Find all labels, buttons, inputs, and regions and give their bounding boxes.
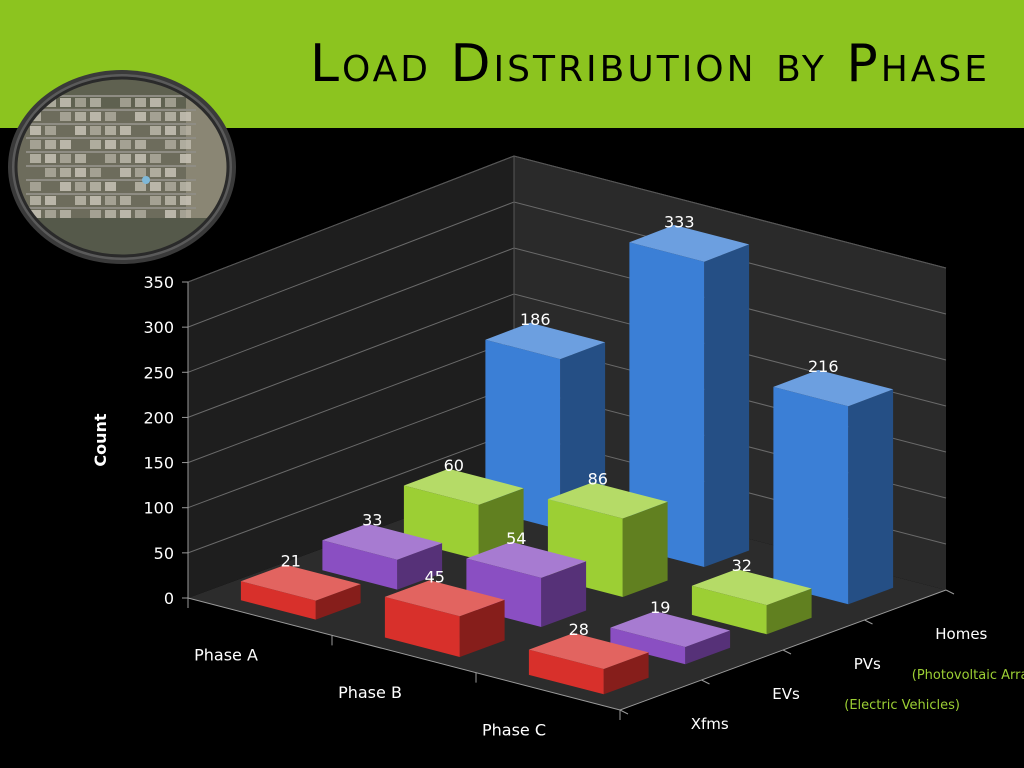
bar-top-face	[485, 322, 606, 360]
series-note-evs: (Electric Vehicles)	[844, 698, 960, 713]
bar-top-face	[547, 482, 668, 519]
bar-front-face	[629, 242, 705, 568]
bar-side-face	[541, 561, 587, 627]
depth-tick	[864, 619, 873, 625]
bar-front-face	[384, 596, 460, 657]
bar-top-face	[610, 611, 731, 647]
bar-front-face	[691, 585, 767, 635]
bar-front-face	[528, 649, 604, 695]
data-label: 54	[506, 529, 526, 548]
data-label: 60	[444, 456, 464, 475]
bar-top-face	[773, 369, 894, 407]
y-tick-label: 100	[143, 499, 174, 518]
bar-top-face	[384, 580, 505, 617]
series-label: PVs	[854, 655, 881, 673]
x-category-label: Phase A	[194, 646, 258, 665]
series-label: EVs	[772, 685, 800, 703]
bar-pvs-phase-a	[403, 468, 524, 560]
depth-tick	[782, 649, 792, 655]
data-label: 28	[569, 620, 589, 639]
bar-side-face	[459, 599, 505, 657]
y-axis-label: Count	[91, 413, 110, 467]
y-tick-label: 50	[154, 544, 174, 563]
bar-side-face	[315, 584, 361, 620]
bar-homes-phase-c	[773, 369, 894, 605]
depth-tick	[945, 589, 955, 595]
bar-side-face	[848, 389, 894, 605]
data-label: 32	[732, 556, 752, 575]
bar-front-face	[485, 339, 561, 530]
bar-side-face	[622, 501, 668, 597]
y-tick-label: 350	[143, 273, 174, 292]
y-tick-label: 0	[164, 589, 174, 608]
bar-top-face	[528, 633, 649, 669]
aerial-neighborhood-photo	[8, 70, 236, 264]
data-label: 21	[281, 552, 301, 571]
bar-side-face	[397, 543, 443, 590]
bar-xfms-phase-a	[240, 564, 361, 620]
data-label: 186	[520, 310, 551, 329]
page-title: Load Distribution by Phase	[309, 34, 990, 94]
x-axis-line	[187, 597, 621, 711]
series-note-pvs: (Photovoltaic Arrays)	[912, 668, 1024, 683]
x-category-label: Phase C	[482, 720, 546, 739]
bar-side-face	[766, 588, 812, 635]
bar-side-face	[478, 488, 524, 560]
x-category-label: Phase B	[338, 683, 402, 702]
bar-top-face	[322, 523, 443, 560]
bar-front-face	[322, 540, 398, 590]
bar-top-face	[629, 225, 750, 262]
depth-tick	[701, 679, 710, 685]
data-label: 86	[588, 469, 608, 488]
bar-xfms-phase-c	[528, 633, 649, 695]
bar-side-face	[685, 630, 731, 665]
y-tick-label: 300	[143, 318, 174, 337]
bar-top-face	[691, 569, 812, 606]
bar-evs-phase-c	[610, 611, 731, 665]
bar-top-face	[403, 468, 524, 505]
bar-top-face	[466, 541, 587, 578]
bar-pvs-phase-c	[691, 569, 812, 635]
data-label: 19	[650, 598, 670, 617]
depth-tick	[619, 709, 629, 715]
y-tick-label: 200	[143, 408, 174, 427]
bar-top-face	[240, 564, 361, 601]
data-label: 333	[664, 212, 695, 231]
bar-front-face	[773, 386, 849, 605]
data-label: 45	[425, 567, 445, 586]
data-label: 33	[362, 511, 382, 530]
series-label: Homes	[935, 625, 987, 643]
bar-evs-phase-a	[322, 523, 443, 590]
bar-front-face	[240, 581, 316, 620]
bar-front-face	[610, 627, 686, 665]
series-label: Xfms	[691, 715, 729, 733]
bar-side-face	[603, 652, 649, 695]
y-tick-label: 250	[143, 363, 174, 382]
bar-xfms-phase-b	[384, 580, 505, 657]
bar-homes-phase-b	[629, 225, 750, 568]
bar-side-face	[704, 244, 750, 567]
y-tick-label: 150	[143, 454, 174, 473]
data-label: 216	[808, 357, 839, 376]
